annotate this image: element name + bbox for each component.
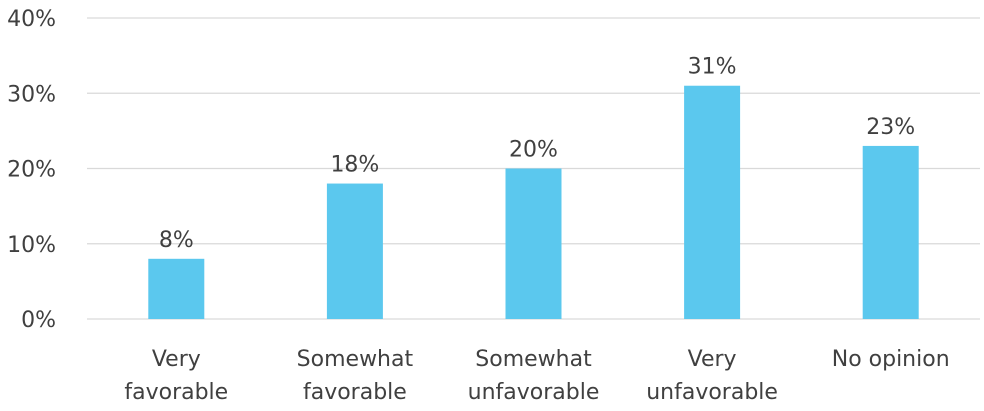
x-category-label: No opinion	[832, 347, 950, 372]
y-tick-label: 40%	[7, 7, 56, 32]
bar	[862, 145, 919, 319]
x-category-label-line: Very	[152, 347, 201, 372]
bar	[505, 168, 562, 319]
y-tick-label: 20%	[7, 158, 56, 183]
y-tick-label: 10%	[7, 233, 56, 258]
x-category-label: Somewhat unfavorable	[468, 347, 600, 405]
x-axis-category-labels: Very favorable Somewhat favorable Somewhat un…	[124, 347, 949, 405]
x-category-label-line: unfavorable	[468, 380, 600, 405]
bar	[148, 258, 205, 319]
y-axis-tick-labels: 0% 10% 20% 30% 40%	[7, 7, 56, 333]
x-category-label-line: favorable	[303, 380, 407, 405]
data-label: 31%	[688, 55, 737, 80]
data-label: 8%	[159, 228, 194, 253]
x-category-label: Very favorable	[124, 347, 228, 405]
x-category-label: Very unfavorable	[646, 347, 778, 405]
y-tick-label: 0%	[21, 308, 56, 333]
x-category-label-line: Somewhat	[297, 347, 414, 372]
bars	[148, 85, 919, 319]
x-category-label-line: unfavorable	[646, 380, 778, 405]
bar	[326, 183, 383, 319]
x-category-label: Somewhat favorable	[297, 347, 414, 405]
x-category-label-line: favorable	[124, 380, 228, 405]
x-category-label-line: Very	[688, 347, 737, 372]
y-tick-label: 30%	[7, 82, 56, 107]
data-label: 18%	[330, 153, 379, 178]
bar	[684, 85, 741, 319]
x-category-label-line: Somewhat	[475, 347, 592, 372]
data-label: 20%	[509, 138, 558, 163]
x-category-label-line: No opinion	[832, 347, 950, 372]
data-labels: 8% 18% 20% 31% 23%	[159, 55, 915, 253]
data-label: 23%	[866, 115, 915, 140]
